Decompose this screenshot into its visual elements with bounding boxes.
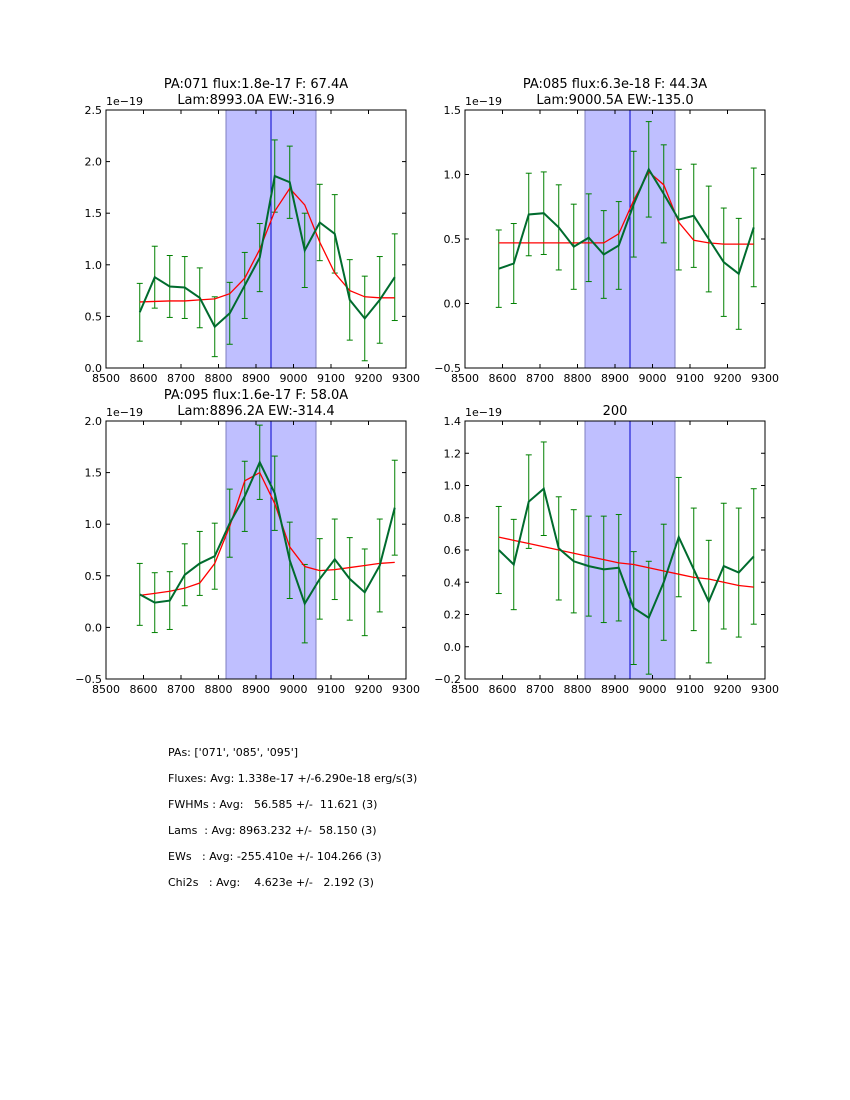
x-tick-label: 8600 (130, 372, 158, 385)
subplot-title: PA:095 flux:1.6e-17 F: 58.0A (164, 388, 348, 403)
x-tick-label: 8900 (601, 683, 629, 696)
y-tick-label: 0.0 (85, 621, 103, 634)
subplot-title: Lam:8896.2A EW:-314.4 (177, 404, 334, 419)
x-tick-label: 8900 (242, 372, 270, 385)
subplot-2: 8500 8600 8700 8800 8900 9000 9100 9200 9300 −0.5… (434, 77, 779, 385)
stats-fwhms: FWHMs : Avg: 56.585 +/- 11.621 (3) (168, 798, 378, 811)
subplot-1: 8500 8600 8700 8800 8900 9000 9100 9200 9300 0.0 0… (85, 77, 421, 385)
x-tick-label: 9000 (639, 683, 667, 696)
y-tick-label: 0.5 (444, 233, 462, 246)
stats-fluxes: Fluxes: Avg: 1.338e-17 +/-6.290e-18 erg/… (168, 772, 418, 785)
offset-label: 1e−19 (106, 406, 143, 419)
stats-ews: EWs : Avg: -255.410e +/- 104.266 (3) (168, 850, 382, 863)
x-tick-label: 8800 (205, 683, 233, 696)
data-line (498, 486, 755, 620)
y-tick-label: 1.4 (444, 415, 462, 428)
x-tick-label: 9100 (317, 372, 345, 385)
subplot-4: 8500 8600 8700 8800 8900 9000 9100 9200 9300 −0.2… (434, 404, 779, 696)
x-tick-label: 9300 (392, 683, 420, 696)
x-tick-label: 8700 (167, 372, 195, 385)
x-tick-label: 8700 (167, 683, 195, 696)
x-tick-label: 9000 (280, 683, 308, 696)
x-tick-label: 9200 (714, 683, 742, 696)
model-fit-line (139, 471, 395, 597)
y-tick-label: 0.8 (444, 512, 462, 525)
y-tick-label: 0.0 (444, 641, 462, 654)
model-fit-line (139, 187, 395, 303)
data-line (138, 174, 396, 329)
y-tick-label: 0.2 (444, 609, 462, 622)
x-tick-label: 9200 (714, 372, 742, 385)
stats-chi2s: Chi2s : Avg: 4.623e +/- 2.192 (3) (168, 876, 374, 889)
y-tick-label: 1.5 (85, 207, 103, 220)
x-tick-label: 9200 (355, 683, 383, 696)
offset-label: 1e−19 (106, 95, 143, 108)
x-tick-label: 8900 (601, 372, 629, 385)
subplot-title: 200 (603, 404, 628, 419)
summary-stats: PAs: ['071', '085', '095'] Fluxes: Avg: … (168, 746, 417, 902)
x-tick-label: 8500 (92, 372, 120, 385)
subplot-title: Lam:8993.0A EW:-316.9 (177, 93, 334, 108)
stats-lams: Lams : Avg: 8963.232 +/- 58.150 (3) (168, 824, 377, 837)
y-tick-label: 0.5 (85, 310, 103, 323)
offset-label: 1e−19 (465, 95, 502, 108)
y-tick-label: 2.0 (85, 156, 103, 169)
y-tick-label: 1.0 (85, 259, 103, 272)
model-fit-line (498, 536, 754, 588)
y-tick-label: 0.4 (444, 576, 462, 589)
offset-label: 1e−19 (465, 406, 502, 419)
x-tick-label: 9100 (676, 372, 704, 385)
y-tick-label: −0.5 (434, 362, 461, 375)
x-tick-label: 8800 (564, 372, 592, 385)
y-tick-label: 1.2 (444, 447, 462, 460)
stats-pas: PAs: ['071', '085', '095'] (168, 746, 299, 759)
x-tick-label: 8600 (130, 683, 158, 696)
data-line (139, 459, 396, 607)
y-tick-label: 2.5 (85, 104, 103, 117)
x-tick-label: 8800 (205, 372, 233, 385)
x-tick-label: 9000 (639, 372, 667, 385)
y-tick-label: 1.0 (444, 480, 462, 493)
x-tick-label: 9000 (280, 372, 308, 385)
y-tick-label: 1.0 (85, 518, 103, 531)
x-tick-label: 8500 (451, 372, 479, 385)
y-tick-label: 0.0 (85, 362, 103, 375)
y-tick-label: −0.5 (75, 673, 102, 686)
y-tick-label: 1.5 (444, 104, 462, 117)
x-tick-label: 8600 (489, 683, 517, 696)
y-tick-label: 0.0 (444, 298, 462, 311)
subplot-title: Lam:9000.5A EW:-135.0 (536, 93, 693, 108)
x-tick-label: 8500 (451, 683, 479, 696)
y-tick-label: 2.0 (85, 415, 103, 428)
y-tick-label: 1.5 (85, 467, 103, 480)
x-tick-label: 9300 (392, 372, 420, 385)
x-tick-label: 8700 (526, 372, 554, 385)
x-tick-label: 9300 (751, 372, 779, 385)
x-tick-label: 8900 (242, 683, 270, 696)
subplot-title: PA:071 flux:1.8e-17 F: 67.4A (164, 77, 348, 92)
data-line (498, 167, 755, 276)
subplot-title: PA:085 flux:6.3e-18 F: 44.3A (523, 77, 707, 92)
x-tick-label: 8600 (489, 372, 517, 385)
x-tick-label: 9200 (355, 372, 383, 385)
y-tick-label: 1.0 (444, 169, 462, 182)
x-tick-label: 8500 (92, 683, 120, 696)
y-tick-label: −0.2 (434, 673, 461, 686)
subplot-3: 8500 8600 8700 8800 8900 9000 9100 9200 9300 −0.5… (75, 388, 420, 696)
x-tick-label: 9300 (751, 683, 779, 696)
x-tick-label: 9100 (676, 683, 704, 696)
y-tick-label: 0.6 (444, 544, 462, 557)
x-tick-label: 8800 (564, 683, 592, 696)
x-tick-label: 8700 (526, 683, 554, 696)
x-tick-label: 9100 (317, 683, 345, 696)
y-tick-label: 0.5 (85, 570, 103, 583)
